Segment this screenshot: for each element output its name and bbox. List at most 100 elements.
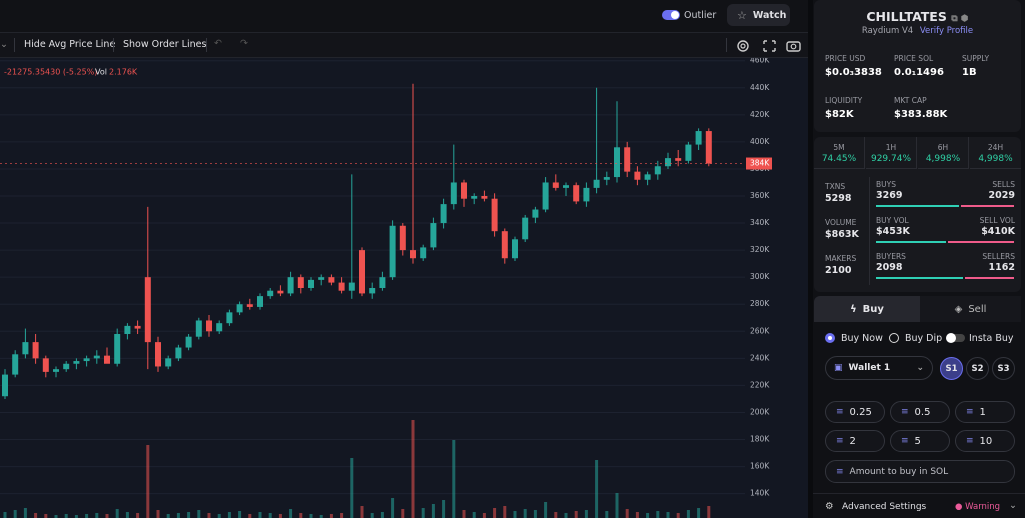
candle-body [277,290,284,294]
volume-bar [697,508,701,518]
slot-button[interactable]: S2 [966,357,989,380]
flow-label: VOLUME [825,218,857,227]
candle-body [104,355,110,364]
volume-bar [646,513,650,518]
timeframe-label: 6H [937,143,949,152]
buy-tab-label: Buy [862,303,884,315]
candle-body [634,171,641,180]
candle-body [665,158,671,167]
flow-label: TXNS [825,182,846,191]
mode-label: Buy Now [841,333,883,344]
separator [813,493,1025,494]
mode-label: Buy Dip [905,333,943,344]
volume-bar [156,510,160,518]
dropdown-caret[interactable]: ⌄ [0,39,8,50]
timeframe-value: 4,998% [925,154,961,164]
sell-bar [964,277,1014,279]
volume-bar [554,512,558,518]
slot-button[interactable]: S3 [992,357,1015,380]
stat-value: $82K [825,109,854,120]
volume-bar [278,514,282,518]
candle-body [685,144,692,161]
wallet-label: Wallet 1 [848,363,891,373]
volume-bar [125,512,129,518]
volume-bar [605,511,609,518]
volume-bar [482,513,486,518]
redo-button[interactable]: ↷ [240,38,248,49]
candle-body [2,374,8,397]
candle-body [410,250,416,259]
candle-body [124,325,131,334]
dex-label: Raydium V4 [861,26,914,36]
undo-button[interactable]: ↶ [214,38,222,49]
timeframe-value: 4,998% [978,154,1013,164]
sell-value: 2029 [988,190,1015,201]
timeframe-label: 24H [987,143,1004,152]
volume-bar [707,506,711,518]
watch-button[interactable]: ☆ Watch [727,4,790,26]
volume-bar [217,514,221,518]
flow-value: 5298 [825,193,852,204]
advanced-settings[interactable]: Advanced Settings [842,502,927,512]
volume-bar [421,508,425,518]
buy-bar [876,205,960,207]
candle-body [644,174,651,180]
buy-tab[interactable]: ϟ Buy [814,296,920,322]
settings-icon[interactable] [737,40,749,52]
volume-bar [227,512,231,518]
token-card: CHILLTATES ⧉ ⬢ Raydium V4 Verify Profile… [814,0,1021,132]
candle-body [257,296,263,307]
chart: -21275.35430 (-5.25%) Vol 2.176K 140K 160… [0,58,808,518]
volume-bar [74,515,78,518]
sell-tab[interactable]: ◈ Sell [920,296,1021,322]
candle-body [399,225,406,251]
hide-avg-button[interactable]: Hide Avg Price Line [24,39,116,50]
wallet-select[interactable]: ▣ Wallet 1 ⌄ [825,356,933,380]
volume-bar [44,514,48,518]
radio[interactable] [889,333,899,343]
amount-button[interactable]: ≡ 10 [955,430,1015,452]
y-tick-label: 460K [750,58,770,65]
volume-bar [533,510,537,518]
amount-button[interactable]: ≡ 2 [825,430,885,452]
candle-body [471,196,478,199]
stat-label: SUPPLY [962,54,990,63]
show-orders-button[interactable]: Show Order Lines [123,39,207,50]
amount-button[interactable]: ≡ 0.5 [890,401,950,423]
candle-body [654,166,661,175]
candle-body [206,320,212,332]
token-sub: Raydium V4 Verify Profile [814,26,1021,36]
radio-selected[interactable] [825,333,835,343]
caret[interactable]: ⌄ [1009,500,1017,511]
stat-label: MKT CAP [894,96,927,105]
candle-body [573,185,580,202]
insta-toggle[interactable] [946,333,965,343]
buy-bar [876,241,947,243]
sell-label: SELLERS [982,252,1015,261]
sell-bar [961,205,1014,207]
candle-body [695,131,702,145]
volume-bar [23,508,27,518]
volume-bar [595,460,599,518]
candle-body [287,277,294,294]
top-bar: Outlier ☆ Watch [0,0,808,32]
amount-input[interactable]: ≡ Amount to buy in SOL [825,460,1015,483]
timeframe-cell: 24H 4,998% [970,137,1021,169]
amount-button[interactable]: ≡ 5 [890,430,950,452]
verify-link[interactable]: Verify Profile [919,26,974,36]
separator [869,177,870,285]
candle-body [512,239,518,259]
camera-icon[interactable] [786,41,801,52]
stat-value: 1B [962,67,977,78]
tool-icons [737,40,801,52]
side-panel: CHILLTATES ⧉ ⬢ Raydium V4 Verify Profile… [813,0,1025,518]
candle-body [114,334,121,364]
y-tick-label: 340K [750,218,770,227]
candle-body [603,177,610,180]
flow-value: 2100 [825,265,852,276]
fullscreen-icon[interactable] [763,40,776,52]
outlier-toggle[interactable] [662,10,680,20]
slot-button[interactable]: S1 [940,357,963,380]
amount-button[interactable]: ≡ 0.25 [825,401,885,423]
amount-button[interactable]: ≡ 1 [955,401,1015,423]
